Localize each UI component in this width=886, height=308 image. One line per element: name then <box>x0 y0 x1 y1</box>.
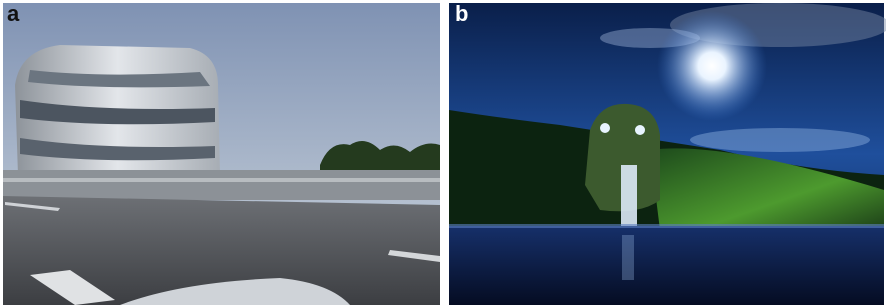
panel-label: b <box>455 1 468 26</box>
figure: a b <box>0 0 886 308</box>
water <box>449 226 884 305</box>
eye <box>600 123 610 133</box>
panel-label: a <box>7 1 20 26</box>
sun <box>657 11 767 121</box>
photo-a: a <box>3 1 440 305</box>
waterfall <box>621 165 637 230</box>
page: a b (() => { const data = JSON.parse(doc… <box>0 0 886 308</box>
water-edge <box>449 224 884 228</box>
cloud <box>690 128 870 152</box>
photo-b: b <box>449 1 886 305</box>
guardrail <box>3 170 440 200</box>
reflection <box>622 235 634 280</box>
guardrail-beam <box>3 178 440 182</box>
eye <box>635 125 645 135</box>
